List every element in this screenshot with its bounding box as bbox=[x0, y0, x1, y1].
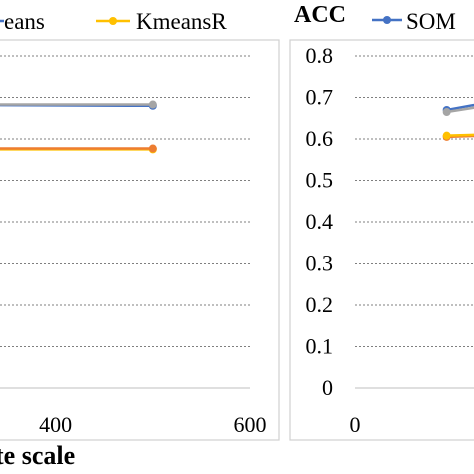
right-y-tick-label: 0.8 bbox=[306, 43, 334, 68]
right-series-line-3 bbox=[446, 133, 474, 137]
right-chart-panel: 0 0.1 0.2 0.3 0.4 0.5 0.6 0.7 0.8 0 ACC SOM bbox=[289, 2, 474, 441]
right-x-tick-label: 0 bbox=[350, 412, 361, 437]
right-x-ticks: 0 bbox=[350, 412, 361, 437]
left-x-tick-label: 600 bbox=[234, 412, 267, 437]
right-y-tick-label: 0.5 bbox=[306, 168, 334, 193]
right-y-tick-label: 0.3 bbox=[306, 251, 334, 276]
left-series-point-2-1 bbox=[148, 144, 157, 153]
right-y-ticks: 0 0.1 0.2 0.3 0.4 0.5 0.6 0.7 0.8 bbox=[306, 43, 334, 400]
right-series-point-1-0 bbox=[442, 108, 451, 117]
left-chart-panel: 400 600 te scale eans KmeansR bbox=[0, 9, 280, 470]
right-y-tick-label: 0.4 bbox=[306, 209, 334, 234]
left-x-ticks: 400 600 bbox=[39, 412, 266, 437]
left-series-group bbox=[0, 100, 157, 154]
legend-som: SOM bbox=[372, 9, 456, 34]
right-panel-title: ACC bbox=[294, 2, 346, 28]
right-y-tick-label: 0.6 bbox=[306, 126, 334, 151]
right-y-tick-label: 0.7 bbox=[306, 85, 334, 110]
left-x-tick-label: 400 bbox=[39, 412, 72, 437]
right-series-point-3-0 bbox=[442, 131, 451, 140]
left-series-point-3-1 bbox=[148, 100, 157, 109]
right-gridlines bbox=[355, 55, 474, 347]
legend-kmeansr-marker bbox=[109, 17, 117, 25]
right-y-tick-label: 0.1 bbox=[306, 334, 334, 359]
legend-kmeans-label: eans bbox=[4, 9, 45, 34]
legend-som-marker bbox=[383, 16, 391, 24]
left-chart-frame bbox=[0, 39, 280, 441]
right-series-group bbox=[442, 103, 474, 141]
left-x-axis-label: te scale bbox=[0, 441, 75, 470]
right-chart-frame bbox=[289, 39, 474, 441]
legend-som-label: SOM bbox=[406, 9, 456, 34]
legend-kmeansr: KmeansR bbox=[96, 9, 227, 34]
right-y-tick-label: 0 bbox=[322, 375, 333, 400]
right-y-tick-label: 0.2 bbox=[306, 292, 334, 317]
legend-kmeansr-label: KmeansR bbox=[136, 9, 227, 34]
left-gridlines bbox=[0, 55, 250, 347]
legend-kmeans: eans bbox=[0, 9, 45, 34]
